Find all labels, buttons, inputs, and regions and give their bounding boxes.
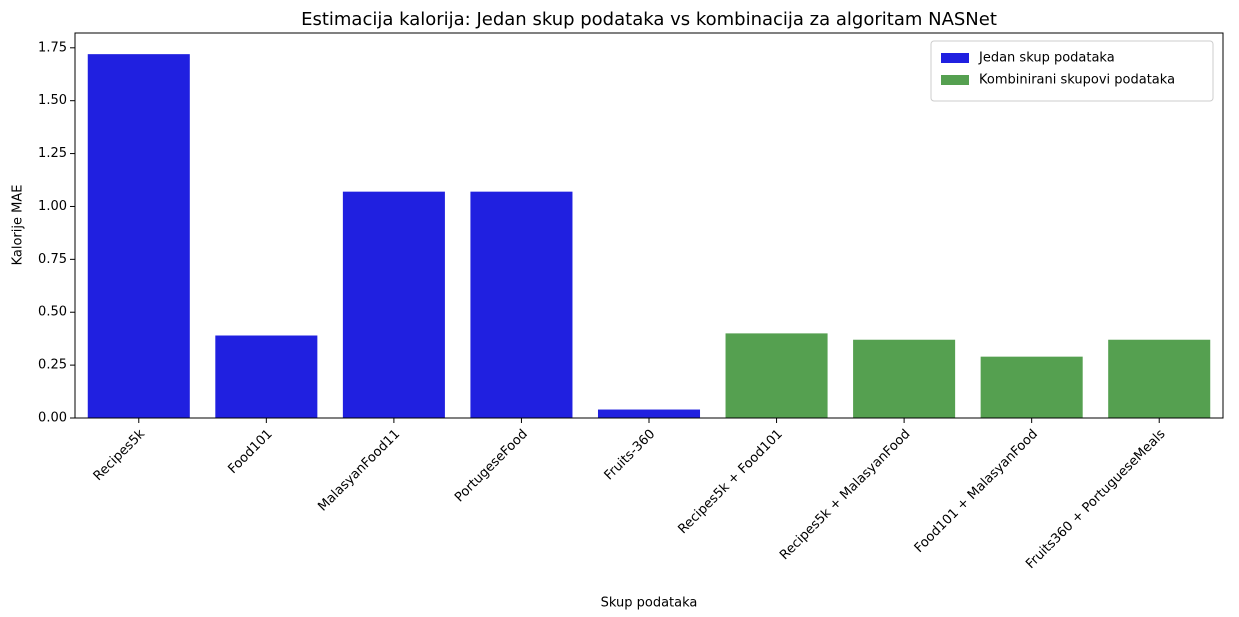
legend-swatch: [941, 53, 969, 63]
y-tick-label: 0.75: [38, 252, 67, 267]
bar: [597, 409, 701, 418]
y-axis-label: Kalorije MAE: [11, 185, 26, 266]
bar: [725, 333, 828, 418]
x-tick-label: Fruits-360: [602, 427, 659, 484]
y-tick-label: 0.25: [38, 358, 67, 373]
y-tick-label: 0.50: [38, 305, 67, 320]
bar: [215, 335, 318, 418]
bar: [1108, 339, 1211, 418]
y-tick-label: 0.00: [38, 411, 67, 426]
x-tick-label: Recipes5k + MalasyanFood: [777, 427, 913, 563]
bar: [470, 191, 573, 418]
x-tick-label: Recipes5k: [91, 426, 149, 484]
y-tick-label: 1.50: [38, 93, 67, 108]
legend-box: [930, 40, 1214, 102]
y-tick-label: 1.75: [38, 40, 67, 55]
x-tick-label: Food101 + MalasyanFood: [912, 427, 1041, 556]
legend-label: Kombinirani skupovi podataka: [979, 73, 1175, 88]
x-tick-label: MalasyanFood11: [315, 427, 403, 515]
plot-frame: [74, 32, 1224, 419]
bar: [87, 54, 190, 419]
bar: [342, 191, 445, 418]
legend-swatch: [941, 75, 969, 85]
bar: [853, 339, 956, 418]
x-tick-label: PortugeseFood: [452, 427, 531, 506]
x-tick-label: Fruits360 + PortugueseMeals: [1023, 427, 1168, 572]
bar: [980, 356, 1083, 418]
x-tick-label: Recipes5k + Food101: [675, 427, 785, 537]
legend-label: Jedan skup podataka: [978, 51, 1115, 66]
y-tick-label: 1.25: [38, 146, 67, 161]
chart-title: Estimacija kalorija: Jedan skup podataka…: [301, 9, 997, 30]
x-axis-label: Skup podataka: [601, 596, 698, 611]
y-tick-label: 1.00: [38, 199, 67, 214]
x-tick-label: Food101: [225, 427, 275, 477]
